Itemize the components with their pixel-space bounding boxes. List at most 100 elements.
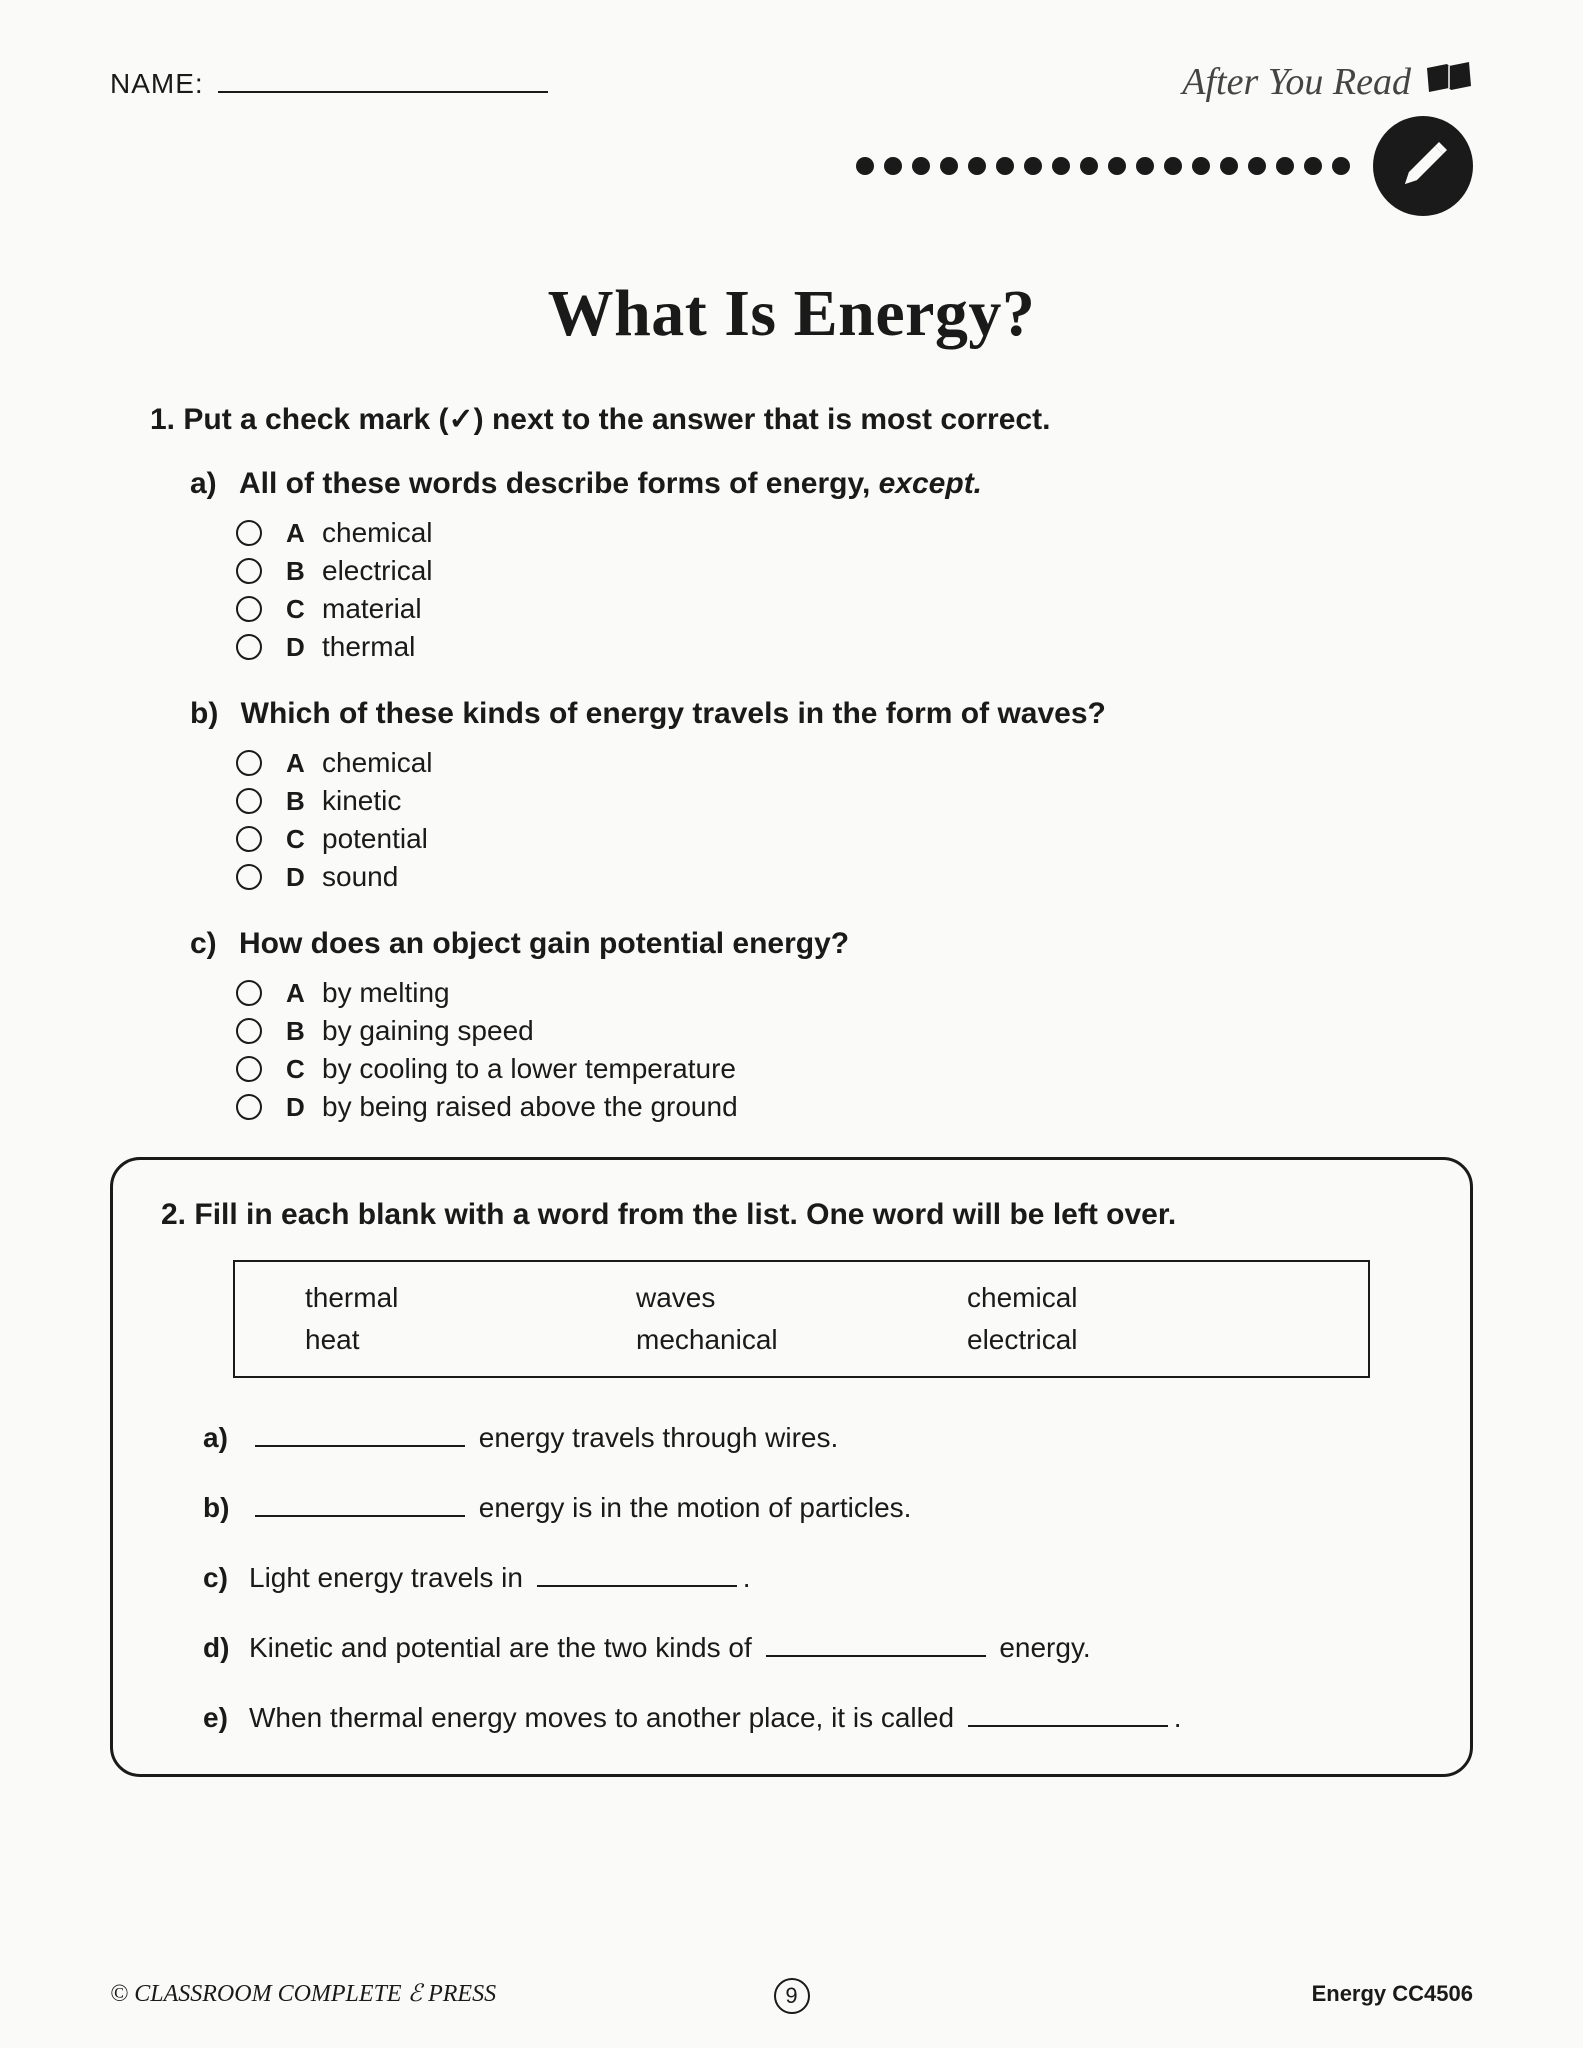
q1-instruction-text: Put a check mark (✓) next to the answer … [183,403,1050,436]
section-heading: After You Read [1182,60,1473,104]
fib-letter: e) [203,1702,249,1734]
wordbank-row: heat mechanical electrical [305,1324,1298,1356]
option-letter: C [286,1054,322,1085]
fill-in-blank-row: c)Light energy travels in . [153,1562,1430,1594]
option-letter: A [286,978,322,1009]
option-text: sound [322,861,398,893]
option-letter: C [286,824,322,855]
wordbank-row: thermal waves chemical [305,1282,1298,1314]
option-checkbox[interactable] [236,558,262,584]
fill-in-blank-row: e)When thermal energy moves to another p… [153,1702,1430,1734]
wordbank-cell: chemical [967,1282,1298,1314]
option-row: Cmaterial [236,593,1473,625]
option-letter: A [286,518,322,549]
page-title: What Is Energy? [110,276,1473,352]
wordbank-cell: electrical [967,1324,1298,1356]
option-letter: D [286,1092,322,1123]
option-text: electrical [322,555,432,587]
pencil-icon [1373,116,1473,216]
option-row: Cpotential [236,823,1473,855]
option-text: potential [322,823,428,855]
option-text: by melting [322,977,450,1009]
q2-number: 2. [161,1198,186,1231]
header-right: After You Read [851,60,1473,216]
blank-line[interactable] [255,1495,465,1517]
option-checkbox[interactable] [236,864,262,890]
option-letter: B [286,786,322,817]
option-checkbox[interactable] [236,1018,262,1044]
sub-question-prompt: b) Which of these kinds of energy travel… [190,697,1473,731]
wordbank-cell: heat [305,1324,636,1356]
fib-body: Light energy travels in . [249,1562,751,1594]
publisher: © CLASSROOM COMPLETE ℰ PRESS [110,1979,496,2008]
fill-in-blank-row: a) energy travels through wires. [153,1422,1430,1454]
option-text: by gaining speed [322,1015,534,1047]
q1-instruction: 1. Put a check mark (✓) next to the answ… [150,402,1473,437]
option-text: material [322,593,422,625]
sub-question: a) All of these words describe forms of … [150,467,1473,663]
options-list: Aby meltingBby gaining speedCby cooling … [190,977,1473,1123]
option-text: chemical [322,747,432,779]
option-checkbox[interactable] [236,750,262,776]
option-row: Aby melting [236,977,1473,1009]
fib-letter: b) [203,1492,249,1524]
option-text: by being raised above the ground [322,1091,738,1123]
wordbank-cell: waves [636,1282,967,1314]
wordbank-cell: thermal [305,1282,636,1314]
blank-line[interactable] [537,1565,737,1587]
wordbank-cell: mechanical [636,1324,967,1356]
question-1: 1. Put a check mark (✓) next to the answ… [110,402,1473,1123]
option-checkbox[interactable] [236,980,262,1006]
section-label: After You Read [1182,60,1411,104]
options-list: AchemicalBelectricalCmaterialDthermal [190,517,1473,663]
option-checkbox[interactable] [236,826,262,852]
fib-letter: a) [203,1422,249,1454]
name-input-line[interactable] [218,69,548,93]
option-row: Bby gaining speed [236,1015,1473,1047]
option-checkbox[interactable] [236,1094,262,1120]
blank-line[interactable] [255,1425,465,1447]
name-label: NAME: [110,68,204,100]
footer-code: Energy CC4506 [1312,1981,1473,2007]
q1-number: 1. [150,403,175,436]
option-letter: D [286,862,322,893]
fib-letter: c) [203,1562,249,1594]
sub-question: b) Which of these kinds of energy travel… [150,697,1473,893]
decorative-dots [851,116,1473,216]
blank-line[interactable] [766,1635,986,1657]
option-letter: D [286,632,322,663]
option-row: Bkinetic [236,785,1473,817]
option-row: Dsound [236,861,1473,893]
option-checkbox[interactable] [236,634,262,660]
fib-letter: d) [203,1632,249,1664]
option-text: thermal [322,631,415,663]
q2-instruction: 2. Fill in each blank with a word from t… [153,1198,1430,1232]
q2-instruction-text: Fill in each blank with a word from the … [194,1198,1176,1231]
option-text: kinetic [322,785,401,817]
option-row: Achemical [236,517,1473,549]
fib-body: When thermal energy moves to another pla… [249,1702,1182,1734]
worksheet-page: NAME: After You Read [0,0,1583,2048]
options-list: AchemicalBkineticCpotentialDsound [190,747,1473,893]
option-checkbox[interactable] [236,1056,262,1082]
name-field-row: NAME: [110,60,548,100]
option-letter: B [286,1016,322,1047]
fill-in-blank-row: d)Kinetic and potential are the two kind… [153,1632,1430,1664]
option-checkbox[interactable] [236,520,262,546]
blank-line[interactable] [968,1705,1168,1727]
fill-in-blank-row: b) energy is in the motion of particles. [153,1492,1430,1524]
option-row: Belectrical [236,555,1473,587]
option-text: chemical [322,517,432,549]
option-checkbox[interactable] [236,788,262,814]
option-checkbox[interactable] [236,596,262,622]
option-letter: C [286,594,322,625]
word-bank: thermal waves chemical heat mechanical e… [233,1260,1370,1378]
option-row: Achemical [236,747,1473,779]
fib-body: Kinetic and potential are the two kinds … [249,1632,1091,1664]
option-row: Dby being raised above the ground [236,1091,1473,1123]
sub-question-prompt: c) How does an object gain potential ene… [190,927,1473,961]
option-letter: B [286,556,322,587]
sub-question-prompt: a) All of these words describe forms of … [190,467,1473,501]
option-row: Dthermal [236,631,1473,663]
fib-body: energy travels through wires. [249,1422,838,1454]
